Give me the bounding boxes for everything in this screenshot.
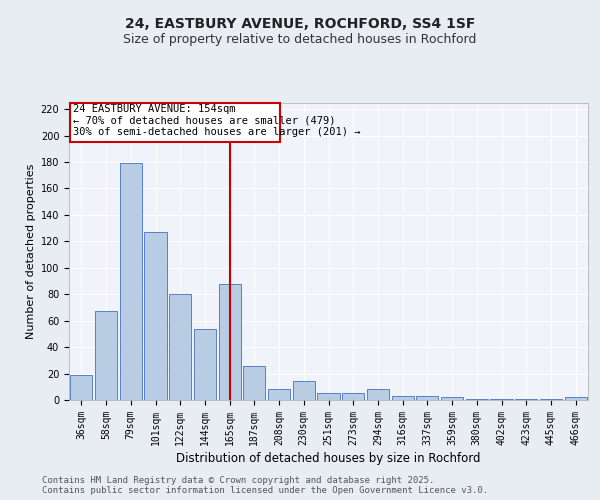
Bar [317,394,340,400]
Bar [342,394,364,400]
Bar [466,398,488,400]
Bar [119,164,142,400]
Bar [416,396,439,400]
Bar [565,398,587,400]
Bar [515,398,538,400]
Bar [540,398,562,400]
Bar [70,375,92,400]
Bar [95,312,117,400]
FancyBboxPatch shape [70,102,280,142]
Bar [490,398,512,400]
Text: Contains HM Land Registry data © Crown copyright and database right 2025.
Contai: Contains HM Land Registry data © Crown c… [42,476,488,495]
X-axis label: Distribution of detached houses by size in Rochford: Distribution of detached houses by size … [176,452,481,465]
Bar [169,294,191,400]
Bar [441,398,463,400]
Bar [268,390,290,400]
Bar [145,232,167,400]
Bar [218,284,241,400]
Bar [243,366,265,400]
Bar [293,382,315,400]
Y-axis label: Number of detached properties: Number of detached properties [26,164,37,339]
Text: Size of property relative to detached houses in Rochford: Size of property relative to detached ho… [124,32,476,46]
Bar [194,328,216,400]
Bar [392,396,414,400]
Text: 24, EASTBURY AVENUE, ROCHFORD, SS4 1SF: 24, EASTBURY AVENUE, ROCHFORD, SS4 1SF [125,18,475,32]
Text: 24 EASTBURY AVENUE: 154sqm
← 70% of detached houses are smaller (479)
30% of sem: 24 EASTBURY AVENUE: 154sqm ← 70% of deta… [73,104,360,137]
Bar [367,390,389,400]
